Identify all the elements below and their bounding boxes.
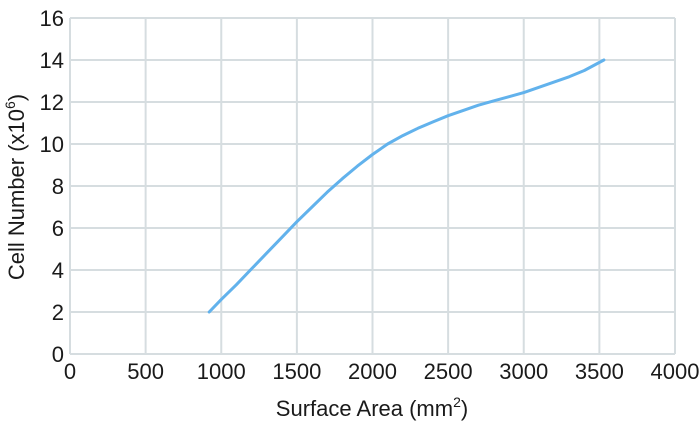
y-tick-label: 10	[40, 132, 64, 157]
y-axis-label-superscript: 6	[2, 101, 18, 109]
y-tick-label: 0	[52, 342, 64, 367]
x-axis-label-superscript: 2	[453, 394, 461, 410]
x-tick-labels: 0 500 1000 1500 2000 2500 3000 3500 4000	[64, 359, 700, 384]
x-tick-label: 500	[127, 359, 164, 384]
x-axis-label-text: Surface Area (mm	[276, 396, 453, 421]
grid	[69, 17, 676, 355]
x-tick-label: 1000	[197, 359, 246, 384]
x-axis-label: Surface Area (mm2)	[276, 394, 468, 421]
x-axis-label-end: )	[461, 396, 468, 421]
y-tick-label: 2	[52, 300, 64, 325]
x-tick-label: 2500	[424, 359, 473, 384]
x-tick-label: 4000	[651, 359, 700, 384]
y-tick-labels: 0 2 4 6 8 10 12 14 16	[40, 6, 64, 367]
y-tick-label: 4	[52, 258, 64, 283]
y-tick-label: 16	[40, 6, 64, 31]
x-tick-label: 2000	[348, 359, 397, 384]
y-axis-label-end: )	[4, 94, 29, 101]
series-line	[207, 58, 606, 314]
x-tick-label: 3500	[575, 359, 624, 384]
y-axis-label-text: Cell Number (x10	[4, 109, 29, 280]
y-tick-label: 6	[52, 216, 64, 241]
y-tick-label: 12	[40, 90, 64, 115]
y-tick-label: 8	[52, 174, 64, 199]
x-tick-label: 1500	[272, 359, 321, 384]
y-axis-label: Cell Number (x106)	[2, 94, 29, 280]
x-tick-label: 3000	[499, 359, 548, 384]
y-tick-label: 14	[40, 48, 64, 73]
x-tick-label: 0	[64, 359, 76, 384]
